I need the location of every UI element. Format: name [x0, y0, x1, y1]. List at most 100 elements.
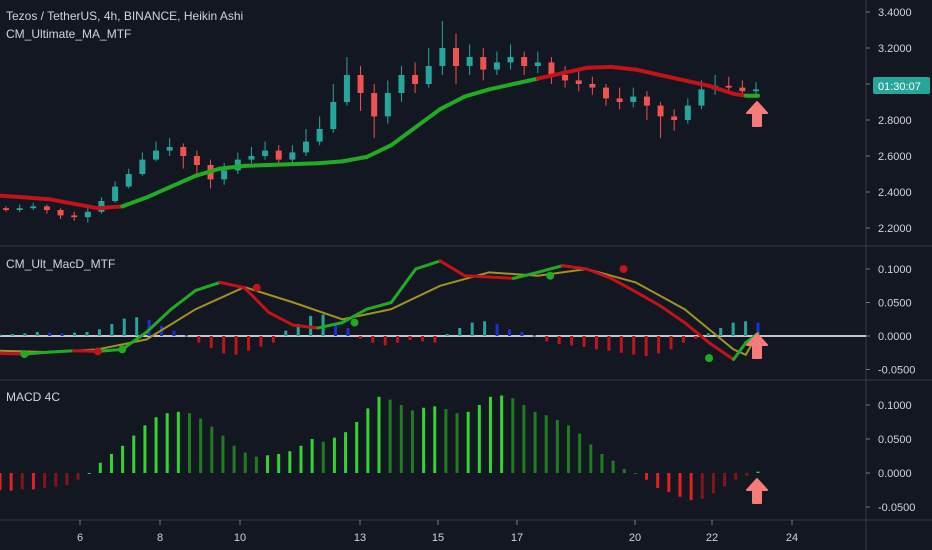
macd4c-bar: [43, 473, 47, 488]
macd-segment: [47, 349, 75, 354]
macd-4c-pane[interactable]: [0, 395, 768, 504]
candle-body: [493, 62, 500, 70]
price-pane[interactable]: [0, 21, 768, 223]
candle-body: [275, 150, 282, 160]
x-tick-label: 13: [354, 532, 366, 544]
y-tick-label: 2.6000: [878, 151, 912, 163]
macd4c-bar: [466, 411, 470, 473]
cross-dot: [619, 265, 628, 273]
up-arrow-icon: [746, 478, 768, 504]
cross-dot: [118, 345, 127, 354]
ma-segment: [169, 173, 198, 189]
candle-body: [507, 57, 514, 63]
macd4c-bar: [355, 422, 359, 473]
macd4c-bar: [54, 473, 58, 487]
histogram-bar: [669, 336, 673, 350]
candle-body: [753, 89, 759, 92]
histogram-bar: [284, 330, 288, 336]
candle-body: [30, 206, 37, 209]
macd-segment: [22, 350, 51, 356]
macd4c-bar: [366, 408, 370, 473]
candle-body: [562, 75, 569, 81]
macd4c-bar: [76, 473, 80, 480]
macd-segment: [658, 304, 687, 325]
ma-indicator-label: CM_Ultimate_MA_MTF: [6, 27, 131, 41]
candle-body: [16, 208, 23, 210]
macd-4c-label: MACD 4C: [6, 390, 60, 404]
macd4c-bar: [266, 455, 270, 473]
candle-body: [412, 75, 419, 84]
axes: 3.40003.20003.00002.80002.60002.40002.20…: [77, 7, 915, 544]
macd4c-bar: [176, 411, 180, 473]
macd4c-bar: [87, 473, 91, 474]
macd4c-bar: [500, 395, 504, 473]
candle-body: [371, 93, 378, 117]
candle-body: [262, 150, 269, 156]
macd-segment: [96, 347, 124, 353]
macd4c-bar: [31, 473, 35, 490]
cross-dot: [350, 318, 359, 327]
macd4c-bar: [745, 473, 749, 476]
histogram-bar: [334, 322, 338, 336]
macd4c-bar: [221, 435, 225, 473]
macd4c-bar: [399, 405, 403, 473]
y-tick-label: 0.1000: [878, 400, 912, 412]
macd-segment: [536, 264, 564, 274]
y-tick-label: 0.0500: [878, 434, 912, 446]
ma-segment: [609, 64, 638, 72]
cross-dot: [93, 347, 102, 356]
ma-segment: [389, 125, 418, 148]
histogram-bar: [259, 336, 263, 347]
macd4c-bar: [533, 411, 537, 473]
histogram-bar: [495, 323, 499, 336]
macd4c-bar: [121, 445, 125, 473]
candle-body: [289, 152, 296, 160]
candle-body: [466, 57, 473, 66]
histogram-bar: [60, 333, 64, 336]
candle-body: [139, 159, 146, 174]
macd4c-bar: [154, 417, 158, 473]
ma-segment: [413, 107, 443, 130]
countdown-label: 01:30:07: [878, 81, 921, 93]
macd4c-bar: [299, 445, 303, 473]
ma-segment: [266, 162, 296, 167]
histogram-bar: [657, 336, 661, 354]
macd4c-bar: [98, 462, 102, 473]
y-tick-label: 0.0500: [878, 298, 912, 310]
macd4c-bar: [589, 444, 593, 473]
macd-segment: [511, 270, 540, 280]
histogram-bar: [35, 331, 39, 336]
macd4c-bar: [410, 410, 414, 473]
candle-body: [671, 116, 678, 120]
histogram-bar: [619, 336, 623, 353]
macd4c-bar: [0, 473, 2, 490]
macd-segment: [365, 301, 393, 311]
macd4c-bar: [555, 419, 559, 473]
macd4c-bar: [600, 453, 604, 473]
ma-segment: [364, 143, 394, 159]
cross-dot: [705, 354, 714, 363]
macd-segment: [316, 321, 344, 330]
macd-mtf-pane[interactable]: [0, 259, 866, 363]
histogram-bar: [172, 330, 176, 336]
macd-segment: [609, 276, 638, 294]
candle-body: [316, 129, 323, 142]
candle-body: [630, 96, 637, 102]
histogram-bar: [694, 336, 698, 339]
macd4c-bar: [678, 473, 682, 497]
candle-body: [657, 105, 664, 117]
macd4c-bar: [488, 396, 492, 473]
y-tick-label: -0.0500: [878, 502, 915, 514]
histogram-bar: [358, 336, 362, 339]
symbol-title: Tezos / TetherUS, 4h, BINANCE, Heikin As…: [6, 9, 243, 23]
ma-segment: [731, 91, 748, 98]
macd4c-bar: [567, 425, 570, 473]
ma-segment: [511, 76, 540, 86]
histogram-bar: [234, 336, 238, 355]
macd-segment: [71, 349, 100, 353]
histogram-bar: [706, 333, 710, 336]
macd4c-bar: [132, 435, 136, 473]
macd-segment: [707, 341, 736, 361]
